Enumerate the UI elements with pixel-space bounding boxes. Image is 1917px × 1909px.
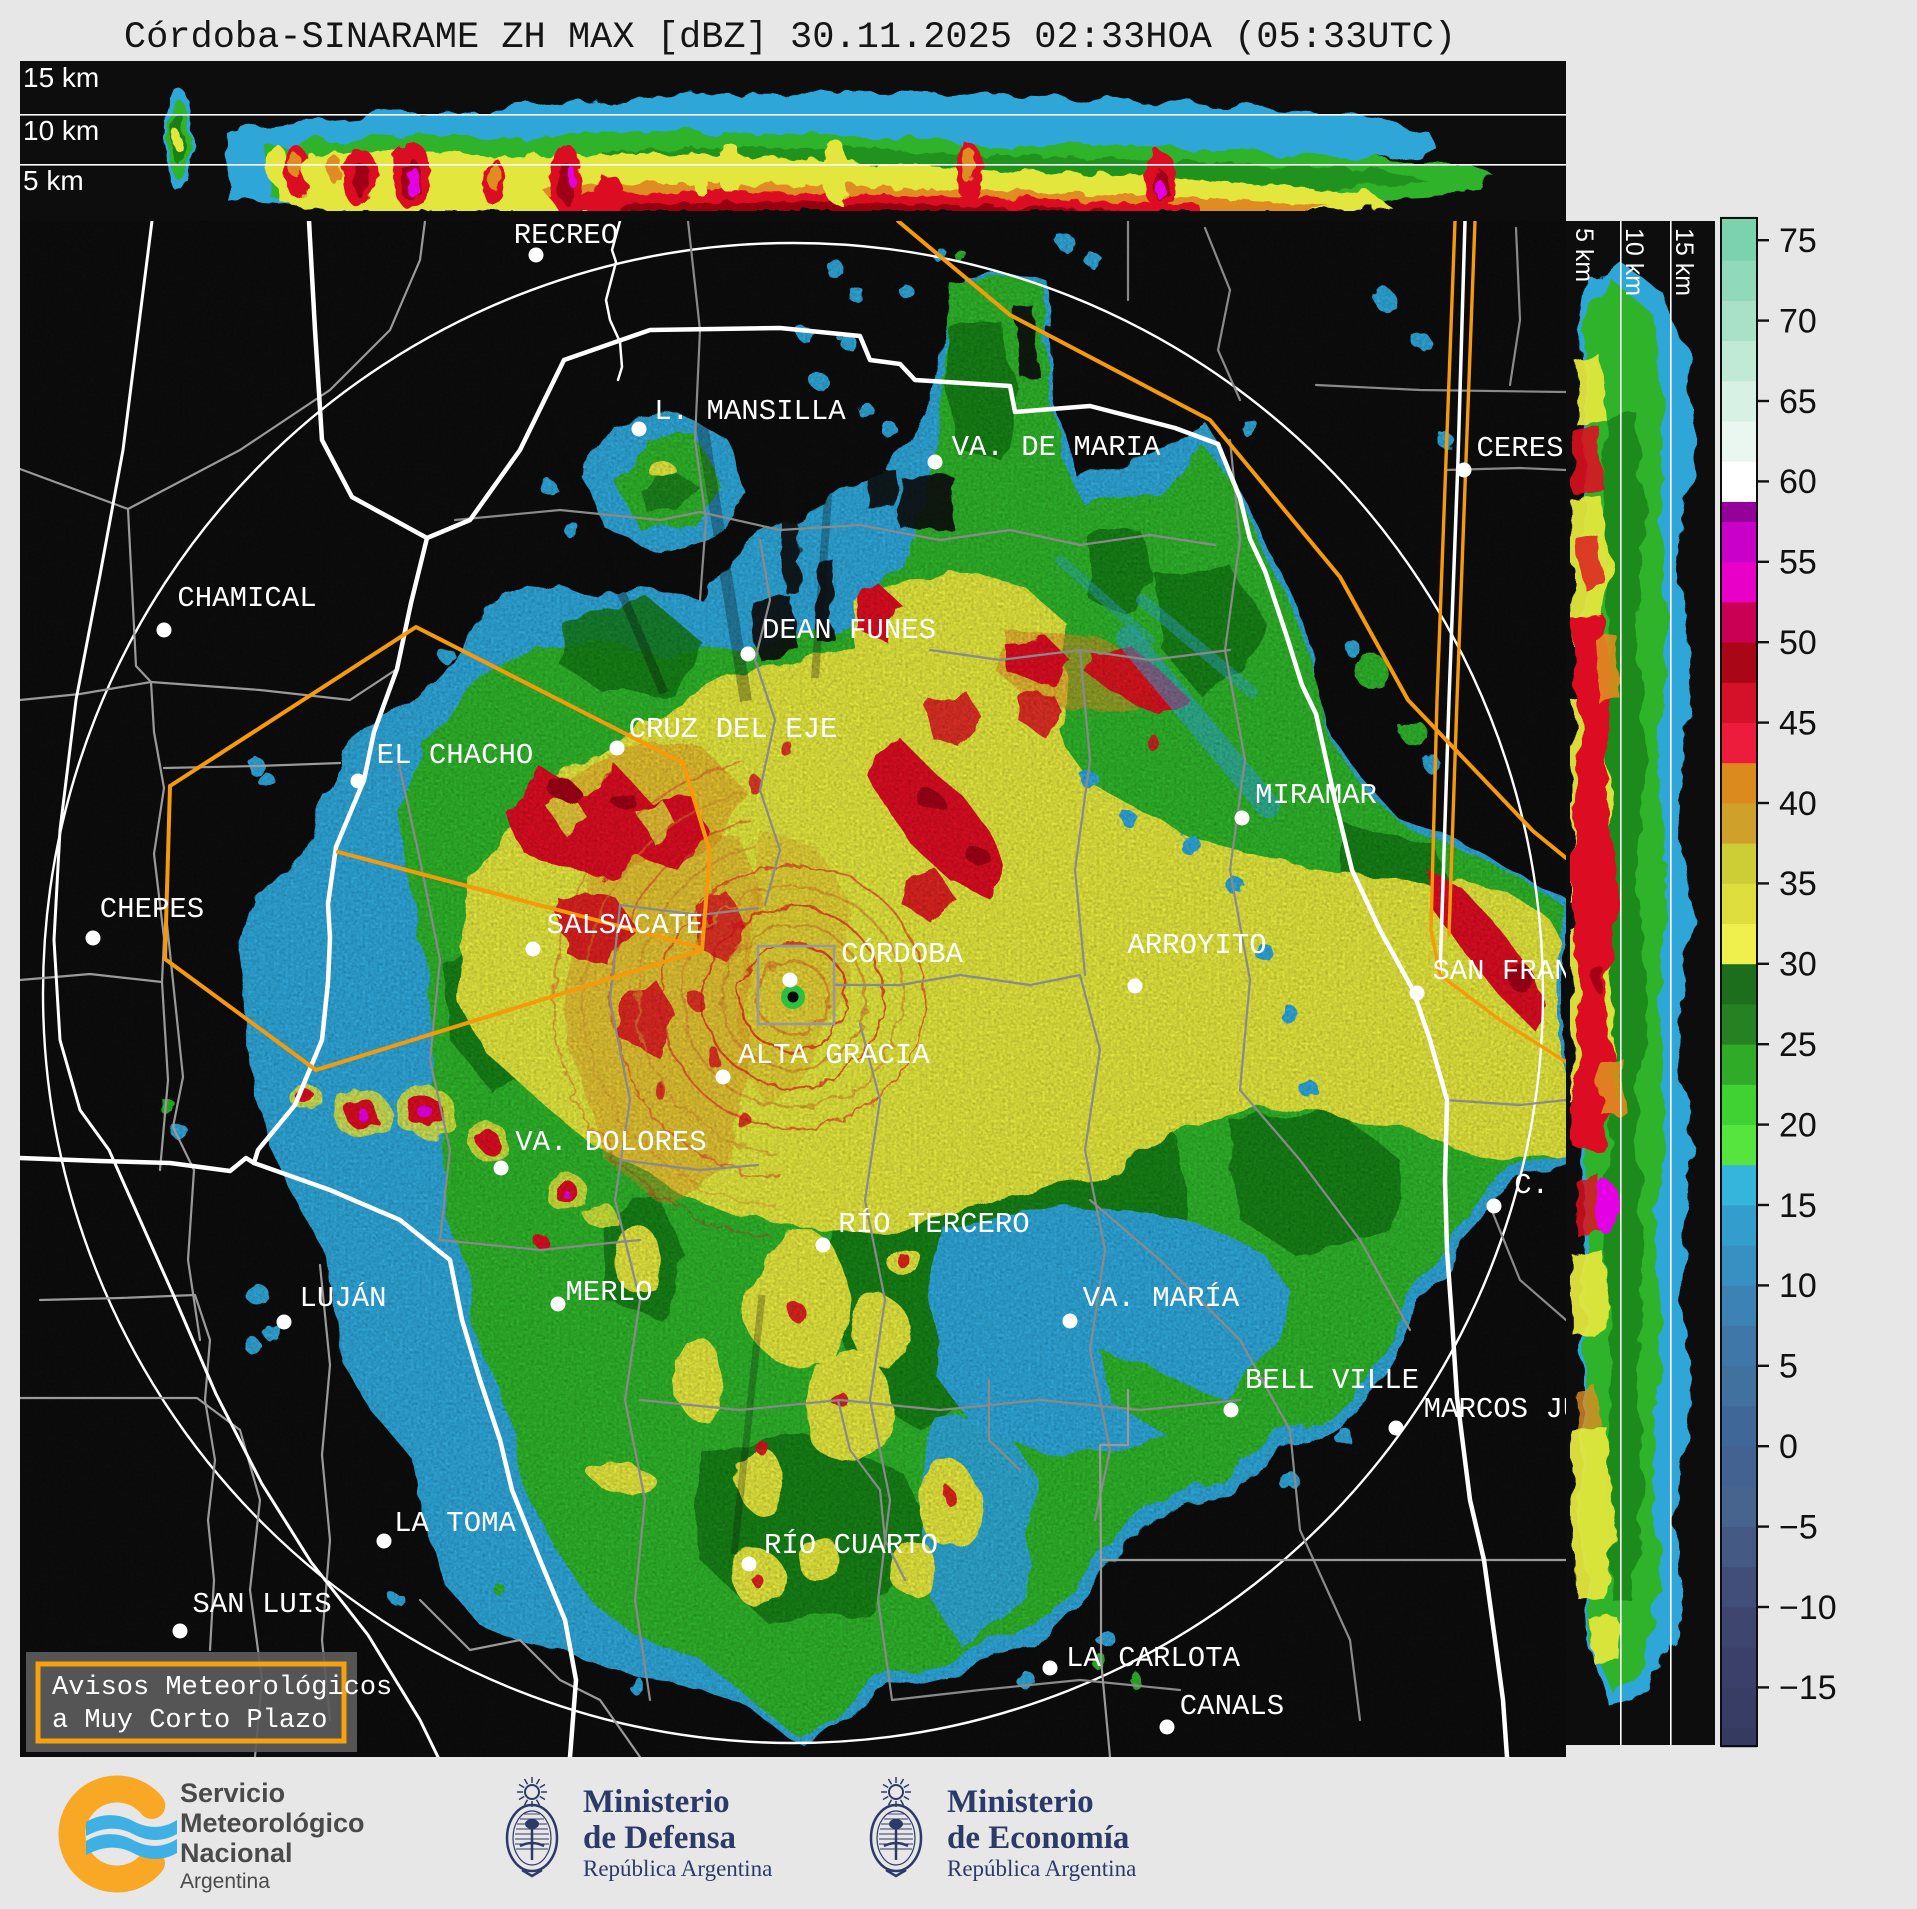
svg-text:70: 70 [1779,302,1817,340]
svg-text:Meteorológico: Meteorológico [180,1808,365,1838]
svg-text:EL CHACHO: EL CHACHO [377,739,534,772]
svg-text:10 km: 10 km [23,115,99,146]
svg-text:VA. DE MARIA: VA. DE MARIA [952,431,1161,464]
svg-text:10 km: 10 km [1620,228,1648,296]
svg-text:C. R: C. R [1514,1169,1584,1202]
svg-text:−5: −5 [1779,1508,1818,1546]
svg-text:ALTA GRACIA: ALTA GRACIA [738,1039,930,1072]
svg-text:DEAN FUNES: DEAN FUNES [762,614,936,647]
svg-text:RÍO TERCERO: RÍO TERCERO [838,1207,1029,1241]
svg-text:CÓRDOBA: CÓRDOBA [841,937,963,971]
svg-text:CHAMICAL: CHAMICAL [177,582,316,615]
svg-text:Córdoba-SINARAME ZH MAX [dBZ]: Córdoba-SINARAME ZH MAX [dBZ] 30.11.2025… [124,17,1456,59]
svg-text:15 km: 15 km [1670,228,1698,296]
svg-text:15: 15 [1779,1187,1817,1225]
svg-text:−15: −15 [1779,1669,1837,1707]
svg-text:República Argentina: República Argentina [947,1856,1136,1881]
svg-text:SAN FRAN: SAN FRAN [1432,955,1571,988]
svg-text:VA. DOLORES: VA. DOLORES [515,1126,706,1159]
svg-text:5: 5 [1779,1348,1798,1386]
svg-text:SALSACATE: SALSACATE [547,909,704,942]
svg-text:Ministerio: Ministerio [947,1784,1094,1820]
svg-text:0: 0 [1779,1428,1798,1466]
svg-text:RECREO: RECREO [514,219,618,252]
svg-text:CERES: CERES [1476,432,1563,465]
svg-text:35: 35 [1779,865,1817,903]
svg-text:Avisos Meteorológicos: Avisos Meteorológicos [52,1673,392,1703]
svg-text:5 km: 5 km [1570,228,1598,282]
svg-text:MERLO: MERLO [565,1276,652,1309]
svg-text:Nacional: Nacional [180,1838,293,1868]
svg-text:LA TOMA: LA TOMA [394,1507,516,1540]
svg-text:Ministerio: Ministerio [583,1784,730,1820]
svg-text:55: 55 [1779,544,1817,582]
svg-text:10: 10 [1779,1267,1817,1305]
svg-text:50: 50 [1779,624,1817,662]
svg-text:60: 60 [1779,463,1817,501]
svg-text:20: 20 [1779,1106,1817,1144]
svg-text:30: 30 [1779,946,1817,984]
svg-text:de Defensa: de Defensa [583,1820,736,1856]
svg-text:RÍO CUARTO: RÍO CUARTO [764,1528,938,1562]
svg-text:ARROYITO: ARROYITO [1127,929,1266,962]
svg-text:LUJÁN: LUJÁN [299,1281,386,1315]
svg-text:75: 75 [1779,222,1817,260]
svg-text:40: 40 [1779,785,1817,823]
svg-text:45: 45 [1779,704,1817,742]
svg-text:a Muy Corto Plazo: a Muy Corto Plazo [52,1706,327,1736]
svg-text:15 km: 15 km [23,62,99,93]
svg-text:Servicio: Servicio [180,1778,285,1808]
svg-text:LA CARLOTA: LA CARLOTA [1066,1642,1241,1675]
svg-text:CRUZ DEL EJE: CRUZ DEL EJE [629,713,838,746]
svg-text:BELL VILLE: BELL VILLE [1245,1364,1419,1397]
svg-text:de Economía: de Economía [947,1820,1129,1856]
svg-text:MIRAMAR: MIRAMAR [1255,779,1377,812]
svg-text:VA. MARÍA: VA. MARÍA [1083,1281,1240,1315]
svg-text:25: 25 [1779,1026,1817,1064]
svg-text:CHEPES: CHEPES [100,893,204,926]
svg-text:CANALS: CANALS [1180,1690,1284,1723]
svg-text:MARCOS JU: MARCOS JU [1424,1393,1581,1426]
svg-text:Argentina: Argentina [180,1870,270,1893]
svg-text:65: 65 [1779,383,1817,421]
svg-text:SAN LUIS: SAN LUIS [192,1588,331,1621]
svg-text:5 km: 5 km [23,165,84,196]
svg-text:República Argentina: República Argentina [583,1856,772,1881]
svg-text:L. MANSILLA: L. MANSILLA [654,395,846,428]
svg-text:−10: −10 [1779,1589,1837,1627]
